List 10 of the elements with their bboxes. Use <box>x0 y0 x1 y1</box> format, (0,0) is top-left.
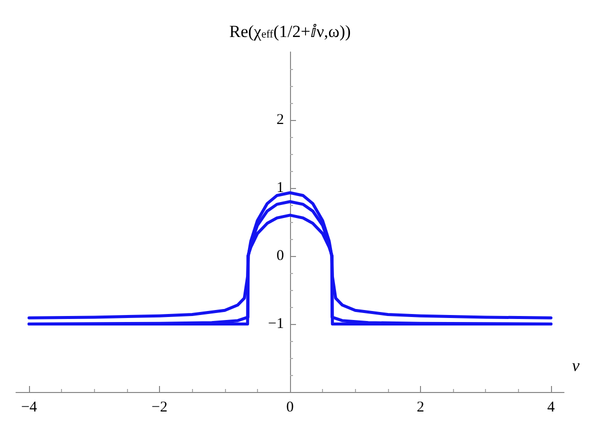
x-tick-label: −4 <box>21 400 38 416</box>
x-tick-label: −2 <box>152 400 168 416</box>
y-tick-label: 2 <box>276 112 284 128</box>
y-tick-label: 1 <box>276 180 284 196</box>
y-tick-label: 0 <box>276 248 284 264</box>
x-axis-title: ν <box>572 356 580 375</box>
x-tick-label: 4 <box>547 400 556 416</box>
y-axis-title: Re(χeff(1/2+ⅈν,ω)) <box>229 22 351 41</box>
x-tick-label: 2 <box>416 400 424 416</box>
y-tick-label: −1 <box>268 316 284 332</box>
